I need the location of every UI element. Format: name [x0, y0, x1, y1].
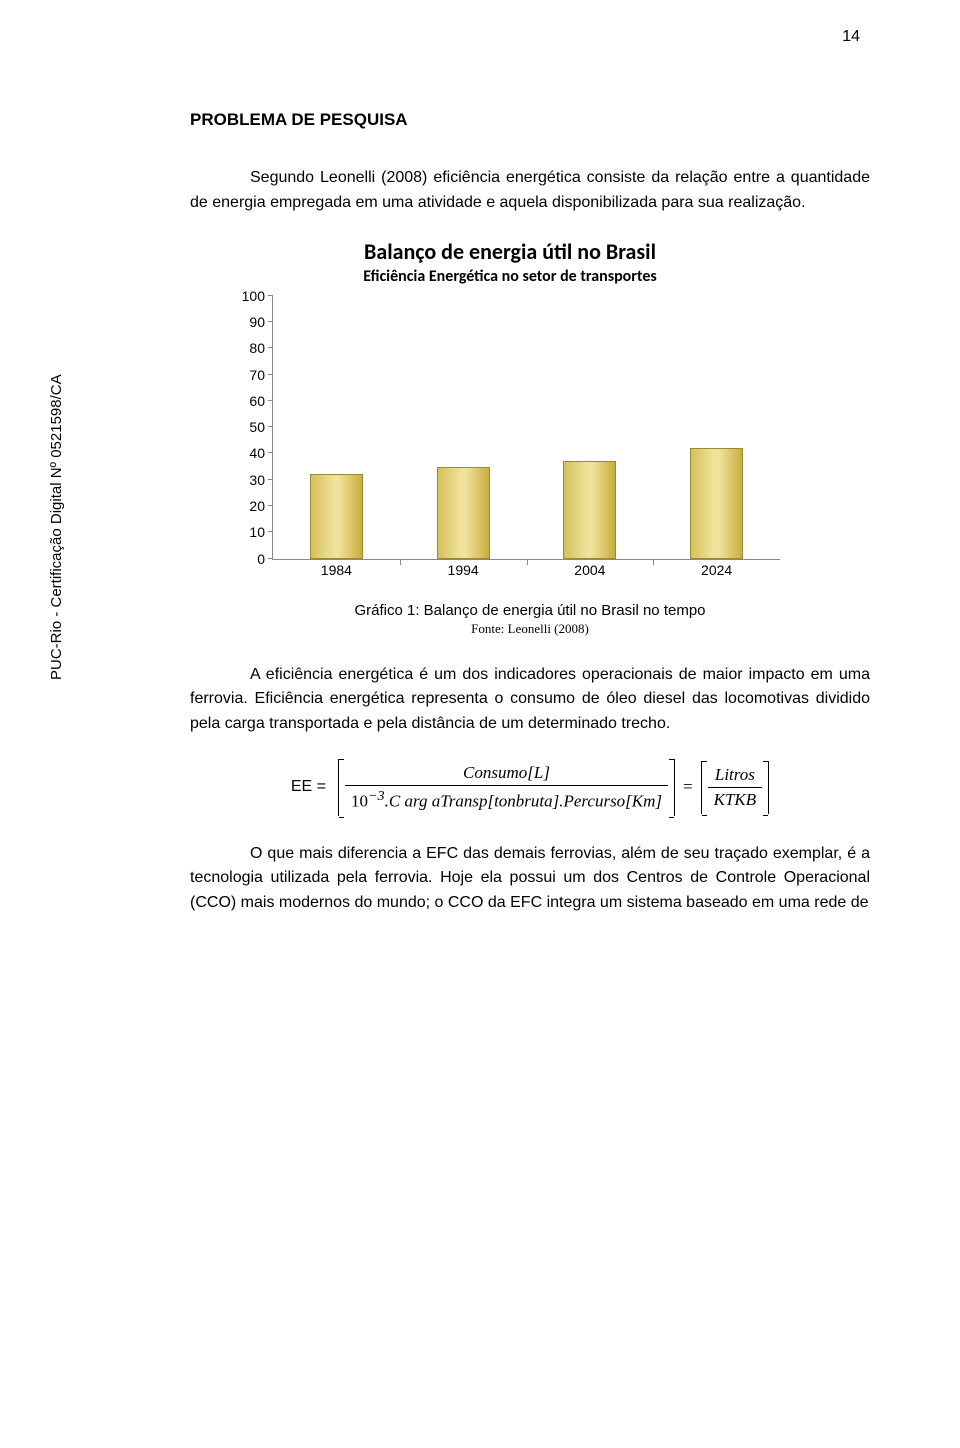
bar-chart: 01020304050607080901001984199420042024: [230, 296, 790, 586]
ytick-label: 50: [249, 419, 273, 435]
ytick-mark: [268, 531, 273, 532]
paragraph-1: Segundo Leonelli (2008) eficiência energ…: [190, 166, 870, 216]
formula-numerator: Consumo[L]: [457, 763, 556, 785]
chart-caption: Gráfico 1: Balanço de energia útil no Br…: [190, 602, 870, 619]
formula-denominator: 10−3.C arg aTransp[tonbruta].Percurso[Km…: [345, 785, 668, 812]
certification-side-label: PUC-Rio - Certificação Digital Nº 052159…: [48, 374, 65, 680]
ytick-label: 40: [249, 445, 273, 461]
bar: [690, 448, 743, 558]
formula: EE = Consumo[L] 10−3.C arg aTransp[tonbr…: [190, 759, 870, 816]
ytick-mark: [268, 400, 273, 401]
chart-container: Balanço de energia útil no Brasil Eficiê…: [230, 238, 790, 586]
chart-subtitle: Eficiência Energética no setor de transp…: [230, 267, 790, 286]
page-number: 14: [842, 28, 860, 46]
xtick-label: 2004: [574, 562, 605, 578]
ytick-mark: [268, 505, 273, 506]
formula-den-rest: .C arg aTransp[tonbruta].Percurso[Km]: [385, 792, 662, 811]
ytick-mark: [268, 452, 273, 453]
paragraph-3-text: O que mais diferencia a EFC das demais f…: [190, 845, 870, 912]
xtick-label: 1994: [448, 562, 479, 578]
bar: [310, 474, 363, 558]
chart-title: Balanço de energia útil no Brasil: [230, 238, 790, 265]
ytick-label: 80: [249, 340, 273, 356]
formula-rhs-num: Litros: [709, 765, 761, 787]
ytick-label: 90: [249, 314, 273, 330]
ytick-label: 60: [249, 393, 273, 409]
formula-rhs-den: KTKB: [708, 787, 763, 810]
formula-equals: =: [683, 777, 693, 797]
ytick-mark: [268, 479, 273, 480]
ytick-mark: [268, 558, 273, 559]
ytick-label: 20: [249, 498, 273, 514]
ytick-label: 30: [249, 472, 273, 488]
chart-source: Fonte: Leonelli (2008): [190, 621, 870, 637]
xtick-label: 1984: [321, 562, 352, 578]
paragraph-3: O que mais diferencia a EFC das demais f…: [190, 842, 870, 916]
paragraph-2-text: A eficiência energética é um dos indicad…: [190, 666, 870, 733]
section-title: PROBLEMA DE PESQUISA: [190, 110, 870, 130]
formula-den-base: 10: [351, 792, 368, 811]
ytick-label: 100: [242, 288, 273, 304]
formula-main-fraction: Consumo[L] 10−3.C arg aTransp[tonbruta].…: [345, 763, 668, 812]
ytick-mark: [268, 374, 273, 375]
formula-lhs: EE =: [291, 778, 326, 796]
ytick-label: 70: [249, 367, 273, 383]
plot-area: 01020304050607080901001984199420042024: [272, 296, 780, 560]
page-content: PROBLEMA DE PESQUISA Segundo Leonelli (2…: [190, 110, 870, 938]
paragraph-1-text: Segundo Leonelli (2008) eficiência energ…: [190, 169, 870, 211]
xtick-mark: [653, 559, 654, 565]
ytick-mark: [268, 347, 273, 348]
ytick-mark: [268, 321, 273, 322]
formula-main-bracket: Consumo[L] 10−3.C arg aTransp[tonbruta].…: [338, 759, 675, 816]
ytick-label: 10: [249, 524, 273, 540]
ytick-mark: [268, 295, 273, 296]
formula-den-exp: −3: [368, 788, 385, 804]
xtick-mark: [400, 559, 401, 565]
formula-rhs-bracket: Litros KTKB: [701, 761, 770, 814]
xtick-mark: [527, 559, 528, 565]
paragraph-2: A eficiência energética é um dos indicad…: [190, 663, 870, 737]
bar: [437, 467, 490, 559]
formula-rhs-fraction: Litros KTKB: [708, 765, 763, 810]
ytick-label: 0: [257, 551, 273, 567]
bar: [563, 461, 616, 558]
ytick-mark: [268, 426, 273, 427]
xtick-label: 2024: [701, 562, 732, 578]
